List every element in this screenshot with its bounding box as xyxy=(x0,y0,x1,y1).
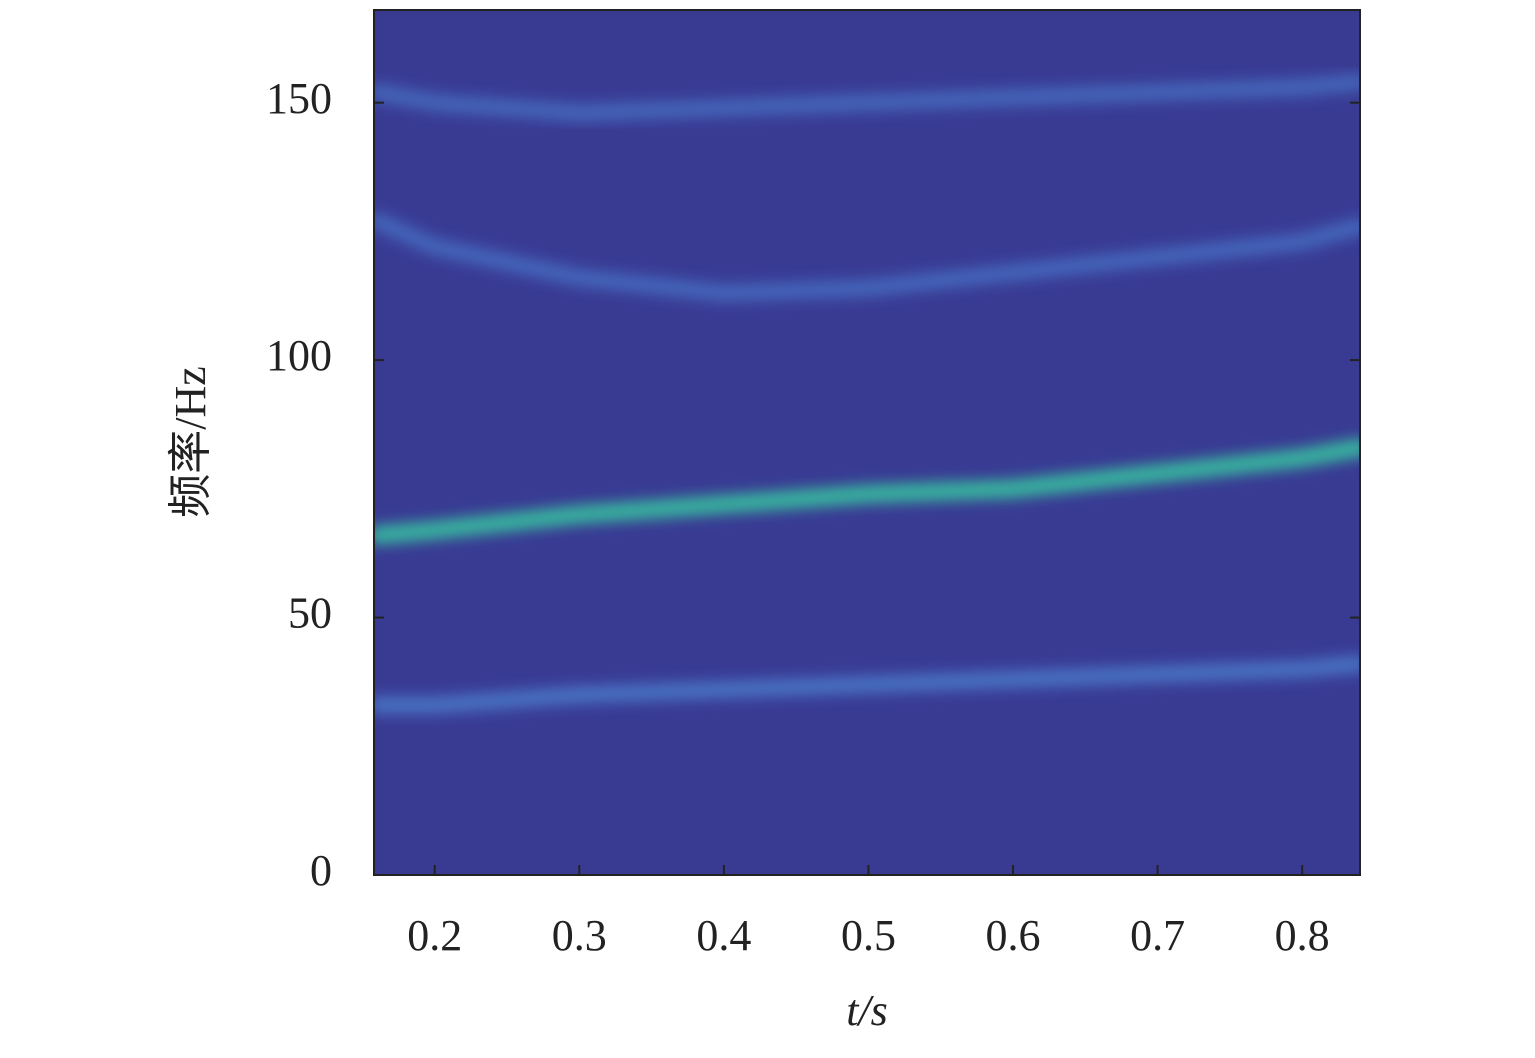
y-tick-label: 150 xyxy=(266,74,332,123)
x-tick-label: 0.7 xyxy=(1130,911,1185,960)
x-tick-label: 0.4 xyxy=(696,911,751,960)
plot-background xyxy=(374,10,1360,875)
y-tick-label: 100 xyxy=(266,331,332,380)
x-tick-label: 0.6 xyxy=(986,911,1041,960)
ridge xyxy=(374,438,1360,545)
y-axis-label: 频率/Hz xyxy=(166,366,215,518)
x-axis-label: t/s xyxy=(846,986,888,1035)
x-tick-label: 0.8 xyxy=(1275,911,1330,960)
ridge xyxy=(374,655,1360,714)
ridges xyxy=(374,74,1360,714)
x-tick-label: 0.3 xyxy=(552,911,607,960)
ridge xyxy=(374,74,1360,121)
plot-frame xyxy=(373,9,1361,876)
y-tick-label: 50 xyxy=(288,589,332,638)
x-tick-label: 0.2 xyxy=(407,911,462,960)
y-tick-label: 0 xyxy=(310,846,332,895)
ridge xyxy=(374,213,1360,302)
x-tick-label: 0.5 xyxy=(841,911,896,960)
